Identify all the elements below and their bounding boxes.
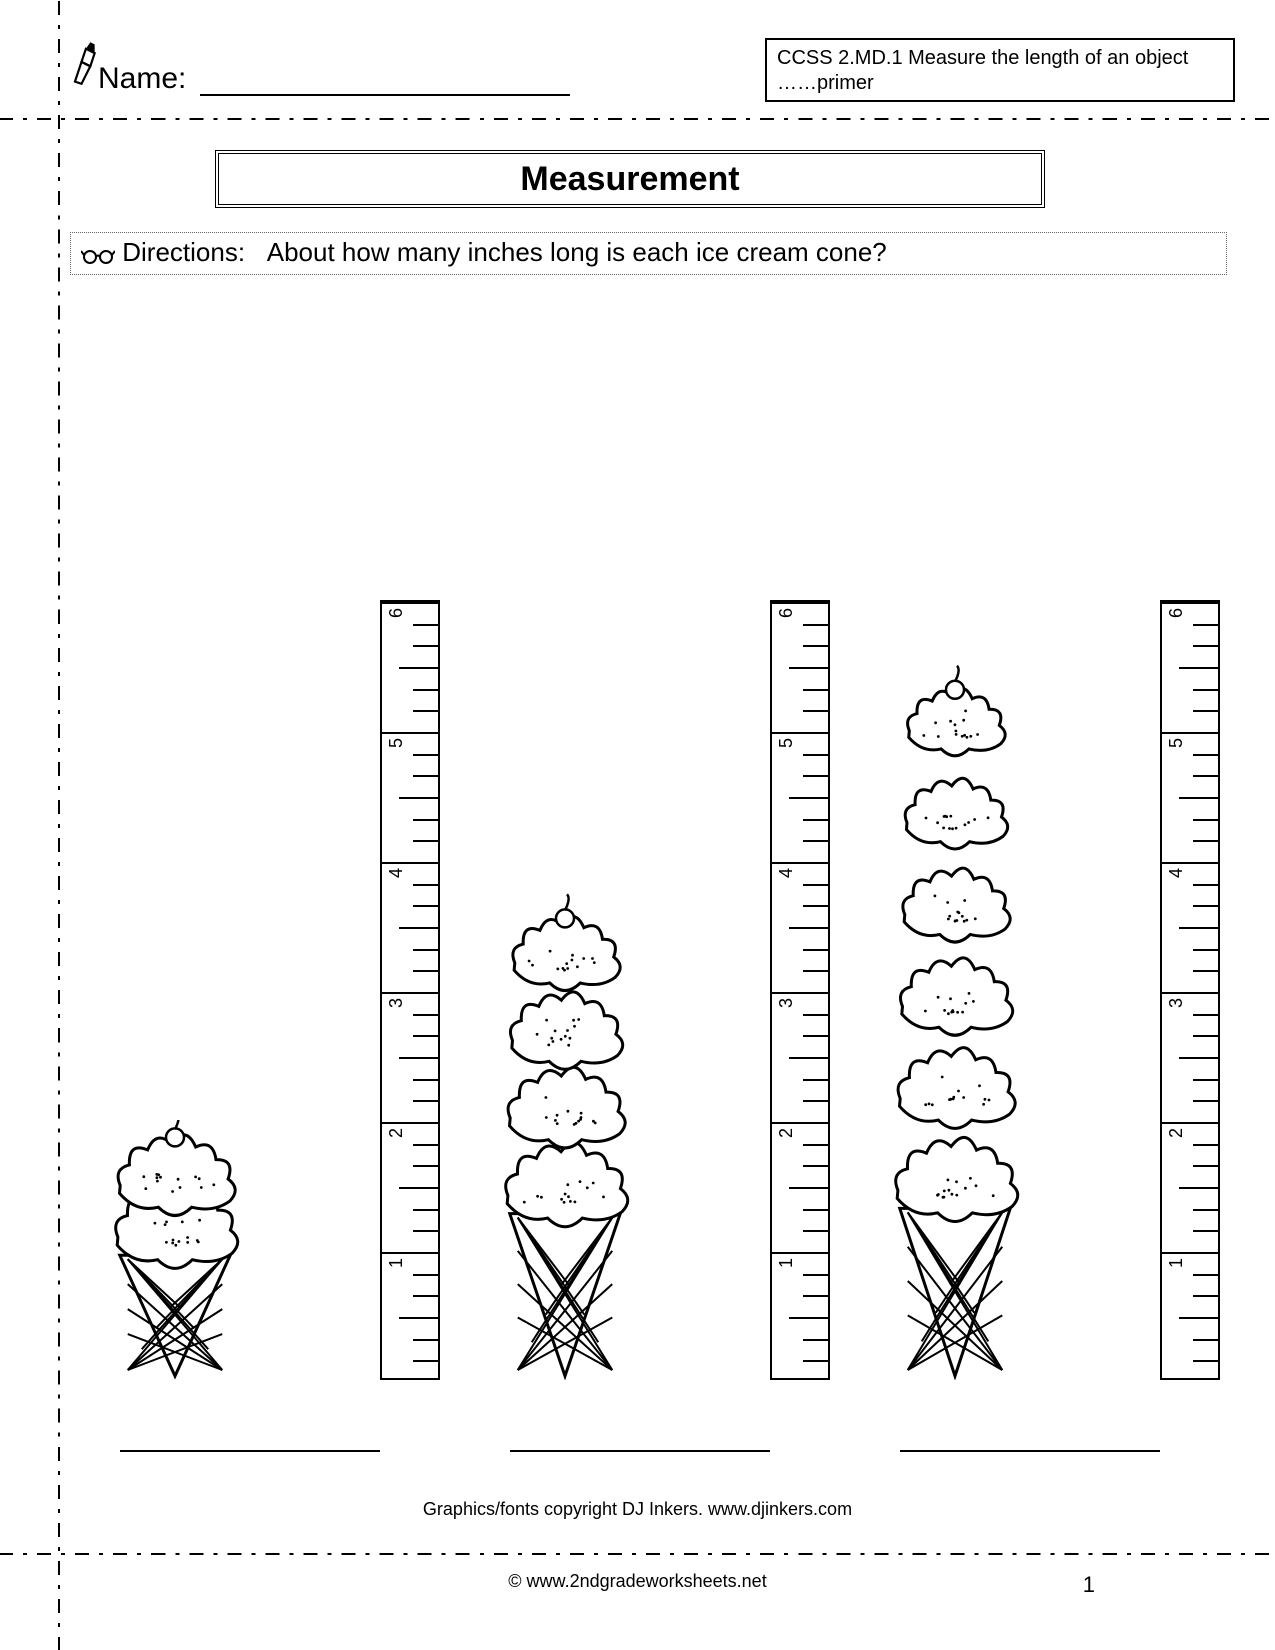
ruler-label: 6 [776, 602, 797, 624]
name-label: Name: [98, 62, 186, 96]
ruler-label: 3 [1166, 992, 1187, 1014]
margin-rule-left [58, 0, 60, 1650]
page-number: 1 [1083, 1572, 1095, 1598]
answer-input-line[interactable] [510, 1450, 770, 1452]
ruler-label: 4 [1166, 862, 1187, 884]
worksheet-title: Measurement [215, 150, 1045, 208]
margin-rule-bottom [0, 1553, 1275, 1555]
ruler-label: 4 [386, 862, 407, 884]
header: Name: CCSS 2.MD.1 Measure the length of … [70, 38, 1235, 108]
ruler-label: 1 [776, 1252, 797, 1274]
graphics-credit: Graphics/fonts copyright DJ Inkers. www.… [0, 1499, 1275, 1520]
margin-rule-top [0, 118, 1275, 120]
glasses-icon [81, 245, 115, 265]
measurement-group-1: 1 2 3 4 5 6 [80, 520, 440, 1460]
directions-label: Directions: [122, 237, 245, 267]
work-area: 1 2 3 4 5 6 1 2 3 4 5 6 1 2 3 4 5 6 [70, 318, 1227, 1460]
standard-box: CCSS 2.MD.1 Measure the length of an obj… [765, 38, 1235, 102]
ruler-label: 5 [1166, 732, 1187, 754]
ice-cream-cone [480, 860, 650, 1380]
ruler-label: 5 [776, 732, 797, 754]
name-input-line[interactable] [200, 94, 570, 96]
ice-cream-cone [90, 1120, 260, 1380]
ruler: 1 2 3 4 5 6 [770, 600, 830, 1380]
ruler: 1 2 3 4 5 6 [380, 600, 440, 1380]
ruler-label: 1 [1166, 1252, 1187, 1274]
ice-cream-wrap [870, 600, 1040, 1380]
ice-cream-cone [870, 600, 1040, 1380]
ice-cream-wrap [480, 860, 650, 1380]
directions-text: About how many inches long is each ice c… [267, 237, 887, 267]
ruler-label: 2 [1166, 1122, 1187, 1144]
ice-cream-wrap [90, 1120, 260, 1380]
ruler-label: 1 [386, 1252, 407, 1274]
ruler-label: 3 [386, 992, 407, 1014]
directions-box: Directions: About how many inches long i… [70, 232, 1227, 275]
ruler: 1 2 3 4 5 6 [1160, 600, 1220, 1380]
ruler-label: 5 [386, 732, 407, 754]
measurement-group-2: 1 2 3 4 5 6 [470, 520, 830, 1460]
ruler-label: 2 [776, 1122, 797, 1144]
answer-input-line[interactable] [120, 1450, 380, 1452]
measurement-group-3: 1 2 3 4 5 6 [860, 520, 1220, 1460]
answer-input-line[interactable] [900, 1450, 1160, 1452]
ruler-label: 6 [386, 602, 407, 624]
ruler-label: 6 [1166, 602, 1187, 624]
ruler-label: 2 [386, 1122, 407, 1144]
ruler-label: 3 [776, 992, 797, 1014]
ruler-label: 4 [776, 862, 797, 884]
